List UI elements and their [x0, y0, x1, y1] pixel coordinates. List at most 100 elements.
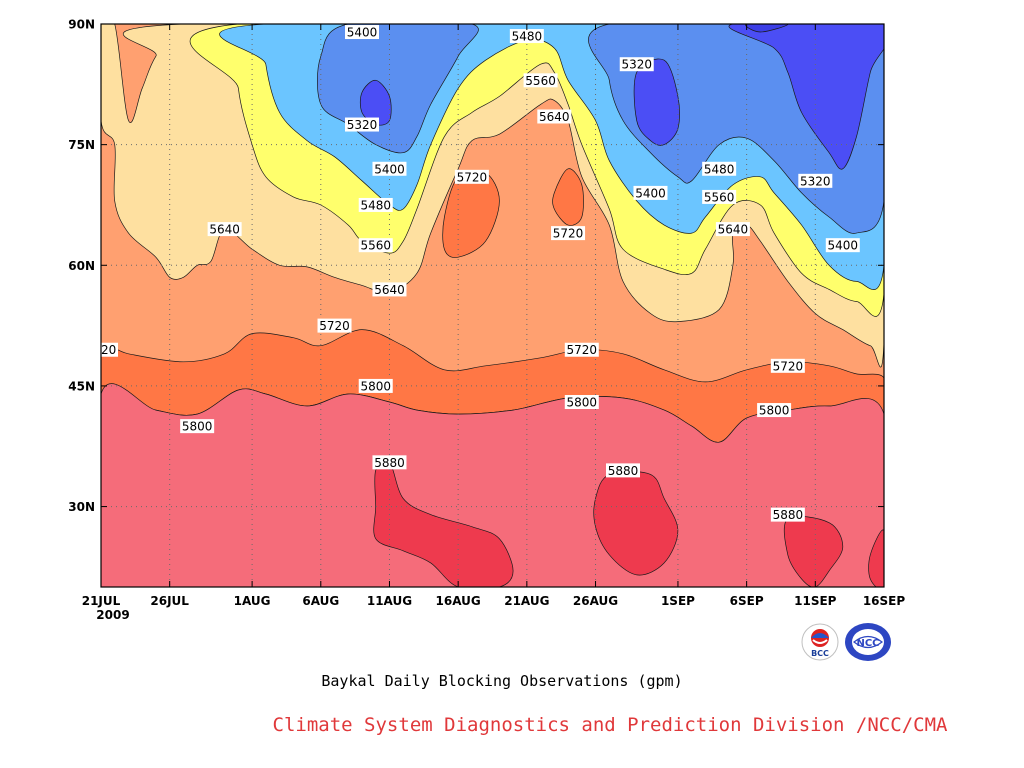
- x-tick-label: 6SEP: [730, 594, 764, 608]
- contour-label: 5320: [800, 174, 831, 188]
- contour-fills: [101, 24, 884, 587]
- contour-region: [868, 529, 884, 587]
- contour-label: 5880: [773, 508, 804, 522]
- contour-label: 5800: [360, 379, 391, 393]
- contour-label-bg: [702, 189, 737, 204]
- contour-label: 5560: [525, 74, 556, 88]
- y-tick-label: 60N: [68, 259, 95, 273]
- contour-region: [593, 471, 679, 576]
- contour-label-bg: [372, 161, 407, 176]
- contour-region: [373, 460, 514, 587]
- y-tick-label: 30N: [68, 500, 95, 514]
- contour-label-bg: [606, 463, 640, 478]
- contour-label-bg: [358, 197, 393, 212]
- x-tick-label: 6AUG: [302, 594, 339, 608]
- contour-label: 5800: [567, 396, 598, 410]
- contour-label: 5800: [759, 404, 790, 418]
- contour-label-bg: [358, 378, 393, 393]
- contour-label: 5400: [374, 162, 405, 176]
- x-tick-label: 21JUL: [82, 594, 121, 608]
- ncc-logo: NCC: [845, 623, 891, 661]
- contour-label: 5640: [539, 110, 570, 124]
- contour-label: 5480: [360, 198, 391, 212]
- contour-label-bg: [207, 222, 242, 237]
- contour-label-bg: [825, 238, 860, 253]
- contour-region: [633, 58, 680, 146]
- contour-label-bg: [317, 318, 352, 333]
- chart-credit: Climate System Diagnostics and Predictio…: [272, 714, 948, 736]
- contour-label-bg: [454, 169, 489, 184]
- contour-label: 5880: [608, 464, 639, 478]
- contour-label-bg: [180, 419, 215, 434]
- contour-region: [783, 515, 844, 587]
- contour-label: 5320: [621, 58, 652, 72]
- x-year-label: 2009: [96, 608, 129, 622]
- contour-label-bg: [798, 173, 833, 188]
- contour-label: 5560: [360, 239, 391, 253]
- contour-label: 5640: [374, 283, 405, 297]
- contour-label-bg: [715, 222, 750, 237]
- contour-label-bg: [564, 395, 599, 410]
- contour-label-bg: [523, 73, 558, 88]
- contour-label-bg: [702, 161, 737, 176]
- contour-label: 5720: [773, 359, 804, 373]
- contour-label: 5480: [512, 30, 543, 44]
- contour-label: 5720: [319, 319, 350, 333]
- contour-label-bg: [619, 57, 654, 72]
- contour-label-bg: [564, 342, 599, 357]
- chart-title: Baykal Daily Blocking Observations (gpm): [321, 672, 683, 690]
- bcc-logo: BCC: [801, 623, 839, 661]
- contour-label-bg: [358, 238, 393, 253]
- y-tick-label: 45N: [68, 379, 95, 393]
- contour-label-bg: [757, 403, 792, 418]
- x-tick-label: 26AUG: [573, 594, 618, 608]
- contour-region: [552, 168, 584, 226]
- plot-frame: [100, 23, 885, 588]
- svg-text:NCC: NCC: [856, 638, 879, 649]
- contour-label: 5400: [347, 26, 378, 40]
- contour-region: [359, 79, 392, 126]
- contour-label: 5720: [553, 227, 584, 241]
- contour-label-bg: [633, 185, 668, 200]
- contour-label-bg: [509, 29, 544, 44]
- contour-label-bg: [345, 25, 379, 40]
- x-tick-label: 16AUG: [436, 594, 481, 608]
- contour-label: 5800: [182, 420, 213, 434]
- contour-label: 5480: [704, 162, 735, 176]
- contour-label: 5720: [567, 343, 598, 357]
- contour-label-bg: [101, 342, 118, 357]
- contour-label: 5720: [457, 170, 488, 184]
- contour-label-bg: [537, 109, 572, 124]
- contour-label-bg: [372, 282, 407, 297]
- x-tick-label: 26JUL: [150, 594, 189, 608]
- x-tick-label: 16SEP: [863, 594, 906, 608]
- contour-label: 5400: [635, 186, 666, 200]
- contour-label: 5720: [86, 343, 117, 357]
- contour-label: 5640: [718, 223, 749, 237]
- x-tick-label: 1AUG: [234, 594, 271, 608]
- y-axis: 30N 45N 60N 75N 90N: [68, 18, 884, 514]
- x-tick-label: 11AUG: [367, 594, 412, 608]
- contour-label: 5640: [209, 223, 240, 237]
- contour-label: 5560: [704, 190, 735, 204]
- contour-label: 5320: [347, 118, 378, 132]
- y-tick-label: 90N: [68, 18, 95, 32]
- x-tick-label: 1SEP: [661, 594, 695, 608]
- svg-text:BCC: BCC: [811, 649, 829, 658]
- x-tick-label: 11SEP: [794, 594, 837, 608]
- contour-region: [728, 24, 884, 170]
- contour-label-bg: [770, 507, 805, 522]
- x-tick-label: 21AUG: [504, 594, 549, 608]
- grid: [101, 24, 884, 587]
- contour-label-bg: [372, 455, 407, 470]
- contour-label-bg: [345, 117, 379, 132]
- contour-label-bg: [551, 226, 586, 241]
- x-axis: 21JUL 26JUL 1AUG 6AUG 11AUG 16AUG 21AUG 26AUG 1S…: [82, 24, 906, 622]
- contour-label: 5400: [828, 239, 859, 253]
- contour-label: 5880: [374, 456, 405, 470]
- contour-labels: 5400 5320 5400 5480 5560 5640 5640 5720 5720 5800…: [86, 25, 860, 522]
- contour-label-bg: [770, 358, 805, 373]
- y-tick-label: 75N: [68, 138, 95, 152]
